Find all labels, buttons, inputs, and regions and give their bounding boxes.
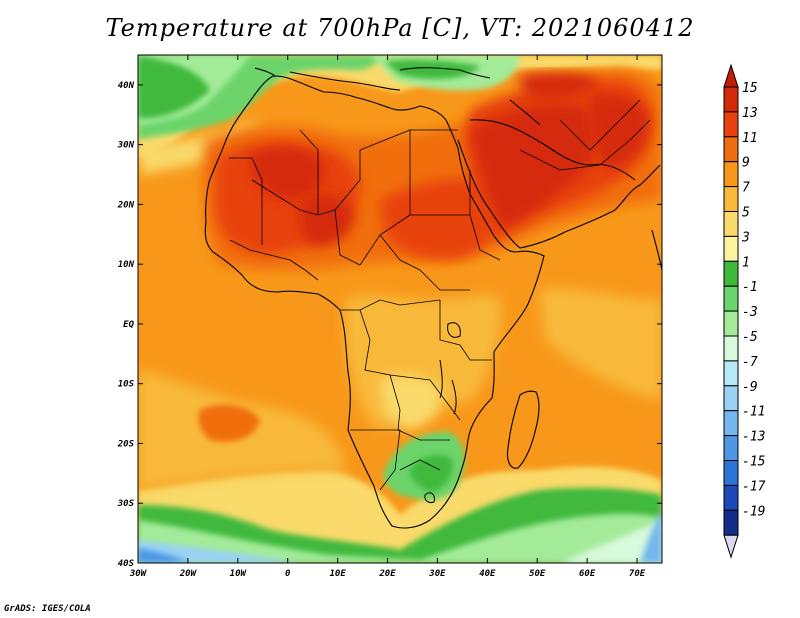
y-tick-label: EQ xyxy=(123,320,134,330)
x-tick-label: 30W xyxy=(129,569,148,579)
colorbar-label: -17 xyxy=(742,479,766,494)
colorbar-label: 1 xyxy=(742,255,750,270)
colorbar-swatch xyxy=(723,335,739,362)
colorbar: 15 13 11 9 7 5 3 1 -1 -3 -5 -7 -9 -11 -13 -15 -17 -19 xyxy=(723,63,766,559)
colorbar-label: -19 xyxy=(742,504,765,519)
colorbar-label: -7 xyxy=(742,355,758,370)
colorbar-bottom-arrow xyxy=(723,534,739,559)
colorbar-swatch xyxy=(723,235,739,262)
colorbar-label: 11 xyxy=(742,131,758,146)
x-tick-label: 60E xyxy=(579,569,596,579)
colorbar-label: 9 xyxy=(742,156,750,171)
colorbar-label: 3 xyxy=(741,230,750,245)
colorbar-swatch xyxy=(723,484,739,511)
x-axis-labels: 30W 20W 10W 0 10E 20E 30E 40E 50E 60E 70E xyxy=(129,569,646,579)
y-tick-label: 20S xyxy=(117,439,135,449)
colorbar-label: 5 xyxy=(742,206,750,221)
colorbar-label: -5 xyxy=(742,330,758,345)
y-tick-label: 30S xyxy=(117,499,135,509)
colorbar-label: -15 xyxy=(742,455,766,470)
colorbar-label: -3 xyxy=(742,305,758,320)
colorbar-label: -9 xyxy=(742,380,758,395)
x-tick-label: 20W xyxy=(179,569,198,579)
x-tick-label: 10W xyxy=(230,569,248,579)
y-axis-labels: 40N 30N 20N 10N EQ 10S 20S 30S 40S xyxy=(117,81,135,569)
x-tick-label: 40E xyxy=(479,569,496,579)
colorbar-swatch xyxy=(723,509,739,536)
country-borders xyxy=(229,99,651,491)
colorbar-label: 7 xyxy=(742,181,750,196)
colorbar-swatch xyxy=(723,111,739,138)
colorbar-swatch xyxy=(723,186,739,213)
colorbar-swatch xyxy=(723,136,739,163)
y-tick-label: 20N xyxy=(117,200,135,210)
colorbar-swatch xyxy=(723,360,739,387)
x-axis-ticks xyxy=(137,55,638,563)
x-tick-label: 10E xyxy=(329,569,346,579)
map-title: Temperature at 700hPa [C], VT: 202106041… xyxy=(105,14,695,42)
x-tick-label: 20E xyxy=(378,569,396,579)
lakes xyxy=(424,322,461,503)
colorbar-label: -13 xyxy=(742,430,765,445)
coastlines xyxy=(204,67,662,529)
colorbar-swatch xyxy=(723,86,739,113)
y-tick-label: 10S xyxy=(118,380,135,390)
map-frame xyxy=(137,54,663,564)
y-axis-ticks xyxy=(138,84,662,564)
x-tick-label: 70E xyxy=(629,569,646,579)
y-tick-label: 40S xyxy=(118,559,135,569)
colorbar-label: 15 xyxy=(742,81,758,96)
y-tick-label: 10N xyxy=(118,260,135,270)
temperature-field xyxy=(138,55,662,563)
colorbar-swatch xyxy=(723,285,739,312)
colorbar-label: -11 xyxy=(742,405,765,420)
x-tick-label: 30E xyxy=(428,569,446,579)
colorbar-label: 13 xyxy=(742,106,758,121)
colorbar-swatch xyxy=(723,385,739,412)
colorbar-swatch xyxy=(723,161,739,188)
x-tick-label: 0 xyxy=(285,569,291,579)
y-tick-label: 40N xyxy=(118,81,135,91)
x-tick-label: 50E xyxy=(529,569,546,579)
colorbar-label: -1 xyxy=(742,280,758,295)
colorbar-swatch xyxy=(723,260,739,287)
credit-text: GrADS: IGES/COLA xyxy=(4,604,91,614)
colorbar-swatch xyxy=(723,310,739,337)
colorbar-swatch xyxy=(723,435,739,462)
y-tick-label: 30N xyxy=(117,141,135,151)
colorbar-swatch xyxy=(723,211,739,237)
colorbar-top-arrow xyxy=(723,63,739,88)
colorbar-swatch xyxy=(723,410,739,437)
colorbar-swatch xyxy=(723,460,739,486)
